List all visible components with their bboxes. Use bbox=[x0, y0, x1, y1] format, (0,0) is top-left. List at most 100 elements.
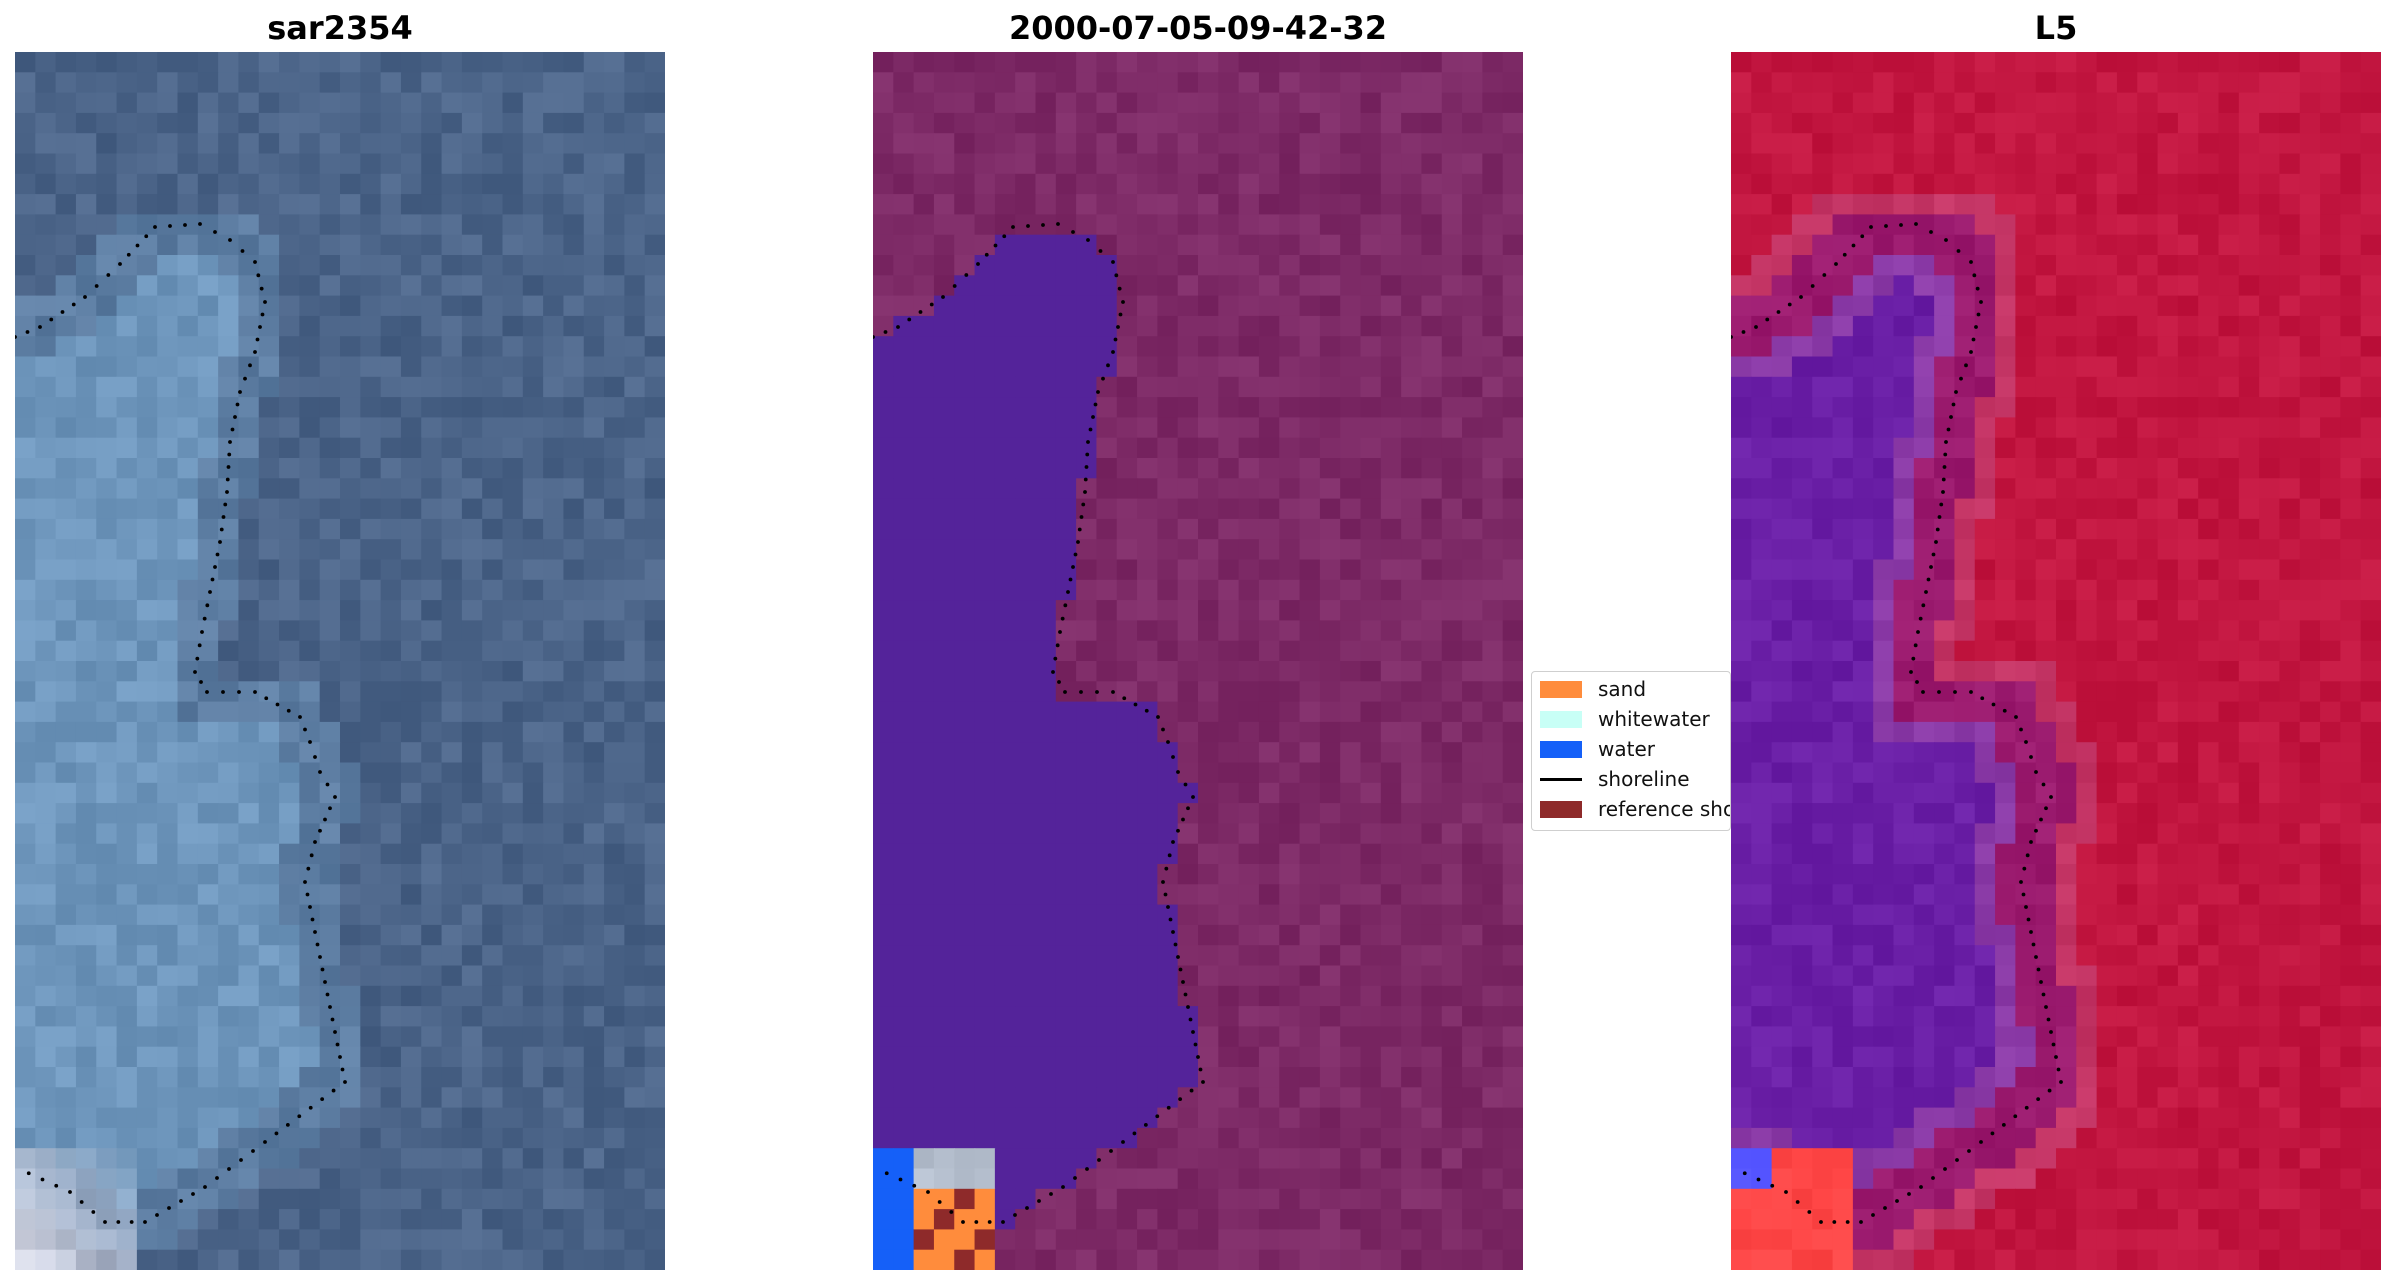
index-pixel bbox=[2360, 112, 2381, 134]
classified-pixel bbox=[873, 884, 894, 906]
classified-pixel bbox=[1319, 762, 1341, 784]
classified-pixel bbox=[1137, 518, 1158, 540]
rgb-pixel bbox=[522, 397, 544, 418]
rgb-pixel bbox=[400, 275, 422, 297]
classified-pixel bbox=[1076, 1006, 1098, 1027]
rgb-pixel bbox=[279, 965, 300, 987]
classified-pixel bbox=[1055, 1026, 1077, 1048]
classified-pixel bbox=[1218, 194, 1240, 215]
shoreline-dot bbox=[305, 892, 310, 897]
shoreline-dot bbox=[328, 806, 332, 811]
rgb-pixel bbox=[441, 417, 463, 439]
classified-pixel bbox=[1258, 640, 1280, 662]
index-pixel bbox=[2238, 518, 2260, 540]
rgb-pixel bbox=[96, 1188, 118, 1210]
classified-pixel bbox=[974, 539, 996, 561]
rgb-pixel bbox=[218, 1148, 240, 1170]
classified-pixel bbox=[1096, 843, 1118, 865]
rgb-pixel bbox=[441, 214, 463, 236]
index-pixel bbox=[1731, 275, 1752, 297]
rgb-pixel bbox=[624, 1087, 646, 1109]
index-pixel bbox=[2157, 214, 2179, 236]
classified-pixel bbox=[1380, 295, 1402, 317]
index-pixel bbox=[2340, 356, 2362, 378]
classified-pixel bbox=[1340, 437, 1362, 459]
rgb-pixel bbox=[96, 661, 118, 682]
classified-pixel bbox=[1421, 661, 1443, 682]
shoreline-dot bbox=[275, 702, 280, 707]
rgb-pixel bbox=[421, 1209, 443, 1230]
classified-pixel bbox=[1116, 153, 1138, 175]
index-pixel bbox=[1852, 600, 1874, 621]
rgb-pixel bbox=[218, 478, 240, 500]
classified-pixel bbox=[933, 194, 955, 215]
classified-pixel bbox=[1319, 1046, 1341, 1068]
classified-pixel bbox=[933, 52, 955, 73]
rgb-pixel bbox=[55, 336, 77, 358]
rgb-pixel bbox=[482, 985, 504, 1007]
shoreline-dot bbox=[1181, 980, 1185, 984]
classified-pixel bbox=[1421, 742, 1443, 764]
index-pixel bbox=[2056, 600, 2077, 621]
classified-pixel bbox=[933, 376, 955, 398]
rgb-pixel bbox=[482, 884, 504, 906]
index-pixel bbox=[1751, 92, 1773, 114]
index-pixel bbox=[2177, 458, 2199, 479]
classified-pixel bbox=[913, 1107, 935, 1129]
index-pixel bbox=[1731, 579, 1752, 601]
rgb-pixel bbox=[400, 924, 422, 946]
index-pixel bbox=[1873, 92, 1895, 114]
rgb-pixel bbox=[461, 924, 483, 946]
classified-pixel bbox=[893, 640, 915, 662]
rgb-pixel bbox=[197, 620, 219, 642]
index-pixel bbox=[1873, 397, 1895, 418]
shoreline-dot bbox=[1122, 696, 1127, 701]
rgb-pixel bbox=[522, 924, 544, 946]
classified-pixel bbox=[1462, 478, 1483, 500]
classified-pixel bbox=[1462, 884, 1483, 906]
rgb-pixel bbox=[157, 1229, 179, 1251]
rgb-pixel bbox=[461, 600, 483, 621]
classified-pixel bbox=[1177, 762, 1199, 784]
classified-pixel bbox=[1482, 924, 1504, 946]
index-pixel bbox=[1832, 275, 1854, 297]
classified-pixel bbox=[994, 681, 1016, 703]
classified-pixel bbox=[974, 478, 996, 500]
classified-pixel bbox=[994, 782, 1016, 804]
classified-pixel bbox=[1035, 376, 1057, 398]
rgb-pixel bbox=[136, 92, 158, 114]
index-pixel bbox=[2096, 376, 2118, 398]
classified-pixel bbox=[1299, 1188, 1321, 1210]
classified-pixel bbox=[1319, 620, 1341, 642]
rgb-pixel bbox=[218, 539, 240, 561]
index-pixel bbox=[1731, 173, 1752, 195]
index-pixel bbox=[2340, 112, 2362, 134]
rgb-pixel bbox=[522, 1046, 544, 1068]
index-pixel bbox=[1751, 72, 1773, 94]
classified-pixel bbox=[1279, 661, 1301, 682]
rgb-pixel bbox=[136, 478, 158, 500]
classified-pixel bbox=[1076, 72, 1098, 94]
classified-pixel bbox=[1360, 295, 1382, 317]
classified-pixel bbox=[1096, 72, 1118, 94]
index-pixel bbox=[1852, 153, 1874, 175]
rgb-pixel bbox=[604, 173, 625, 195]
classified-pixel bbox=[954, 742, 976, 764]
classified-pixel bbox=[1380, 1148, 1402, 1170]
rgb-pixel bbox=[55, 1107, 77, 1129]
index-pixel bbox=[2198, 518, 2220, 540]
classified-pixel bbox=[1401, 356, 1423, 378]
classified-pixel bbox=[1340, 255, 1362, 276]
index-pixel bbox=[2076, 295, 2098, 317]
classified-pixel bbox=[1502, 478, 1523, 500]
rgb-pixel bbox=[583, 539, 605, 561]
rgb-pixel bbox=[624, 559, 646, 581]
classified-pixel bbox=[1319, 417, 1341, 439]
classified-pixel bbox=[1055, 721, 1077, 743]
rgb-pixel bbox=[319, 721, 341, 743]
rgb-pixel bbox=[319, 153, 341, 175]
classified-pixel bbox=[1137, 884, 1158, 906]
rgb-pixel bbox=[482, 1127, 504, 1149]
classified-pixel bbox=[1096, 275, 1118, 297]
classified-pixel bbox=[893, 1087, 915, 1109]
